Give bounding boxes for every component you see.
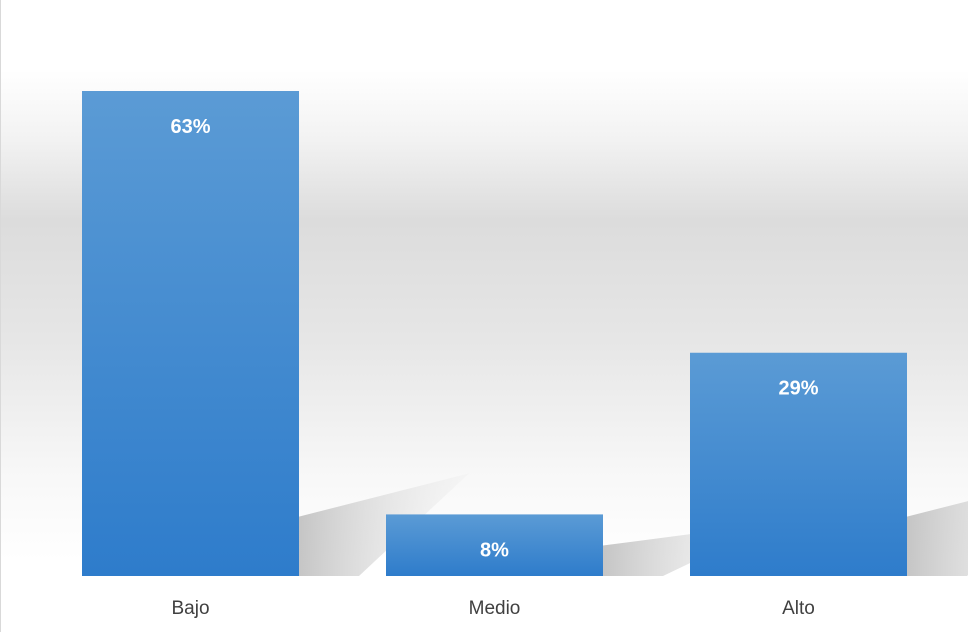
bar-shadow-alto (907, 501, 968, 576)
category-labels: Bajo Medio Alto (171, 598, 814, 619)
category-label-bajo: Bajo (171, 598, 209, 619)
bar-medio (386, 514, 603, 576)
data-label-bajo: 63% (170, 116, 210, 138)
category-label-alto: Alto (782, 598, 815, 619)
bar-bajo (82, 91, 299, 576)
bar-shadow-bajo (299, 473, 469, 576)
data-label-alto: 29% (778, 378, 818, 400)
bars-group: 63% 8% 29% (82, 91, 907, 576)
data-label-medio: 8% (480, 539, 509, 561)
bar-alto (690, 352, 907, 576)
bar-shadows (299, 473, 968, 576)
category-label-medio: Medio (469, 598, 521, 619)
